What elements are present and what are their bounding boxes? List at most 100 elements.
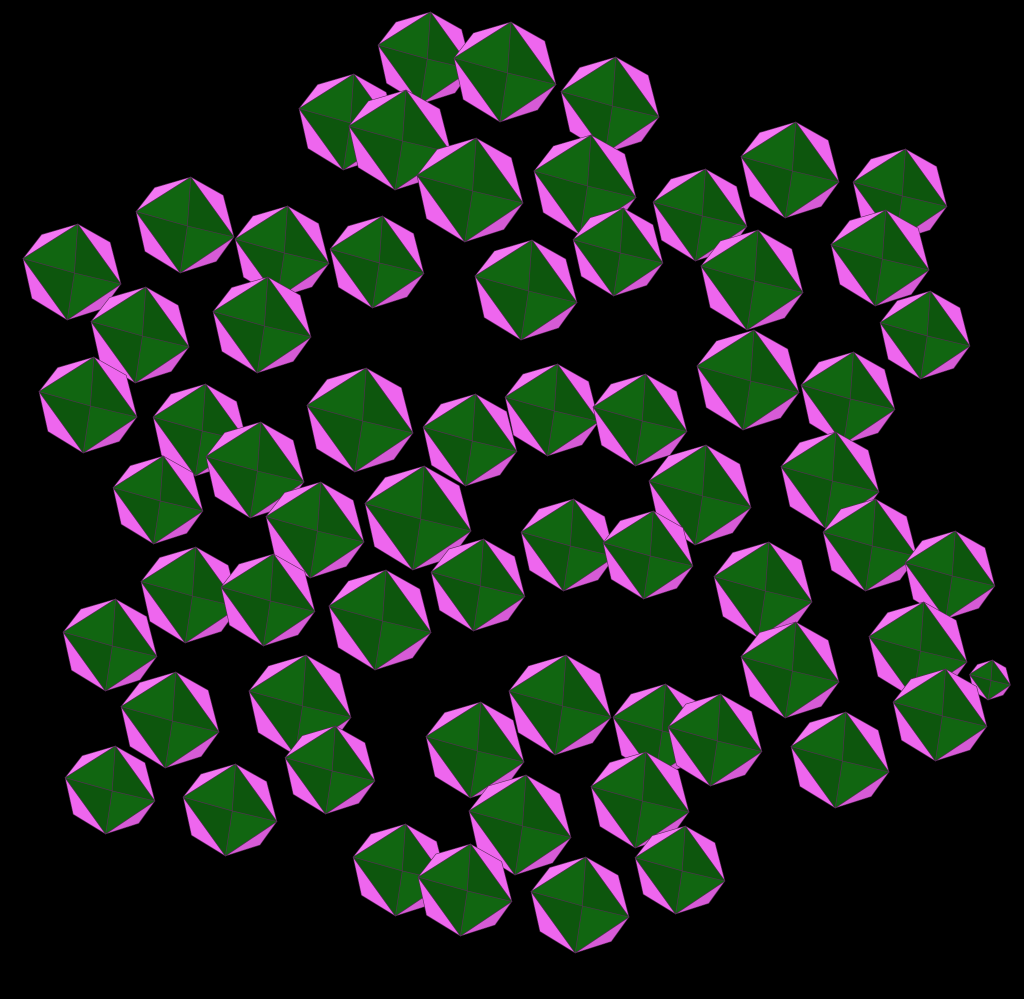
green-face xyxy=(284,757,333,815)
green-face xyxy=(466,843,513,902)
green-face xyxy=(471,393,518,452)
octahedron xyxy=(830,209,930,307)
green-face xyxy=(780,466,833,529)
green-face xyxy=(696,365,751,431)
green-face xyxy=(331,725,376,782)
green-face xyxy=(302,654,352,718)
green-face xyxy=(64,777,113,835)
green-face xyxy=(701,168,748,227)
green-face xyxy=(969,674,992,701)
green-face xyxy=(317,481,365,543)
octahedron xyxy=(135,176,235,274)
green-face xyxy=(425,736,478,799)
green-face xyxy=(477,701,525,763)
green-face xyxy=(152,416,203,477)
green-face xyxy=(716,693,763,752)
green-face xyxy=(533,170,588,236)
octahedron xyxy=(852,148,948,242)
green-face xyxy=(713,576,766,639)
green-face xyxy=(479,538,526,597)
green-face xyxy=(562,654,612,718)
green-face xyxy=(90,321,143,384)
green-face xyxy=(159,455,204,512)
green-face xyxy=(792,121,840,183)
green-face xyxy=(74,223,122,285)
green-face xyxy=(702,444,752,508)
octahedron xyxy=(504,363,600,457)
octahedron xyxy=(38,356,138,454)
octahedron xyxy=(112,455,204,545)
green-face xyxy=(453,57,508,123)
green-face xyxy=(472,137,524,204)
octahedron xyxy=(696,329,800,431)
green-face xyxy=(417,876,468,937)
green-face xyxy=(648,480,703,546)
green-face xyxy=(508,690,563,756)
green-face xyxy=(560,91,613,154)
octahedron xyxy=(306,367,414,473)
green-face xyxy=(378,215,425,274)
green-face xyxy=(142,286,190,348)
green-face xyxy=(402,89,452,153)
green-face xyxy=(364,503,421,571)
green-face xyxy=(328,605,383,671)
octahedron xyxy=(740,121,840,219)
octahedron xyxy=(329,215,425,309)
octahedron xyxy=(822,498,918,592)
green-face xyxy=(205,456,258,519)
green-face xyxy=(522,774,572,838)
green-face xyxy=(926,290,971,347)
octahedron xyxy=(468,774,572,876)
octahedron xyxy=(700,229,804,331)
green-face xyxy=(941,668,988,727)
green-face xyxy=(800,384,851,445)
green-face xyxy=(38,391,91,454)
green-face xyxy=(754,229,804,293)
green-face xyxy=(649,510,694,567)
octahedron xyxy=(212,276,312,374)
octahedron xyxy=(265,481,365,579)
octahedron xyxy=(790,711,890,809)
green-face xyxy=(667,726,718,787)
octahedron xyxy=(140,546,240,644)
green-face xyxy=(882,209,930,271)
green-face xyxy=(507,21,557,85)
green-face xyxy=(592,406,643,467)
green-face xyxy=(822,531,873,592)
octahedron xyxy=(572,207,664,297)
green-face xyxy=(920,601,968,663)
green-face xyxy=(269,553,316,612)
octahedron xyxy=(422,393,518,487)
green-face xyxy=(879,322,928,380)
octahedron xyxy=(530,856,630,954)
octahedron xyxy=(328,569,432,671)
green-face xyxy=(842,711,890,773)
green-face xyxy=(892,701,943,762)
green-face xyxy=(111,745,156,802)
octahedron xyxy=(592,373,688,467)
green-face xyxy=(377,44,428,105)
green-face xyxy=(681,825,726,882)
green-face xyxy=(990,659,1011,686)
green-face xyxy=(792,621,840,683)
green-face xyxy=(468,810,523,876)
green-face xyxy=(248,690,303,756)
green-face xyxy=(849,351,896,410)
green-face xyxy=(182,796,233,857)
green-face xyxy=(504,396,555,457)
green-face xyxy=(430,571,481,632)
green-face xyxy=(530,891,583,954)
green-face xyxy=(474,275,529,341)
octahedron xyxy=(120,671,220,769)
green-face xyxy=(120,706,173,769)
green-face xyxy=(590,786,643,849)
green-face xyxy=(572,239,621,297)
octahedron xyxy=(892,668,988,762)
green-face xyxy=(264,276,312,338)
octahedron xyxy=(800,351,896,445)
green-face xyxy=(422,426,473,487)
octahedron xyxy=(713,541,813,639)
green-face xyxy=(352,856,403,917)
octahedron xyxy=(425,701,525,799)
